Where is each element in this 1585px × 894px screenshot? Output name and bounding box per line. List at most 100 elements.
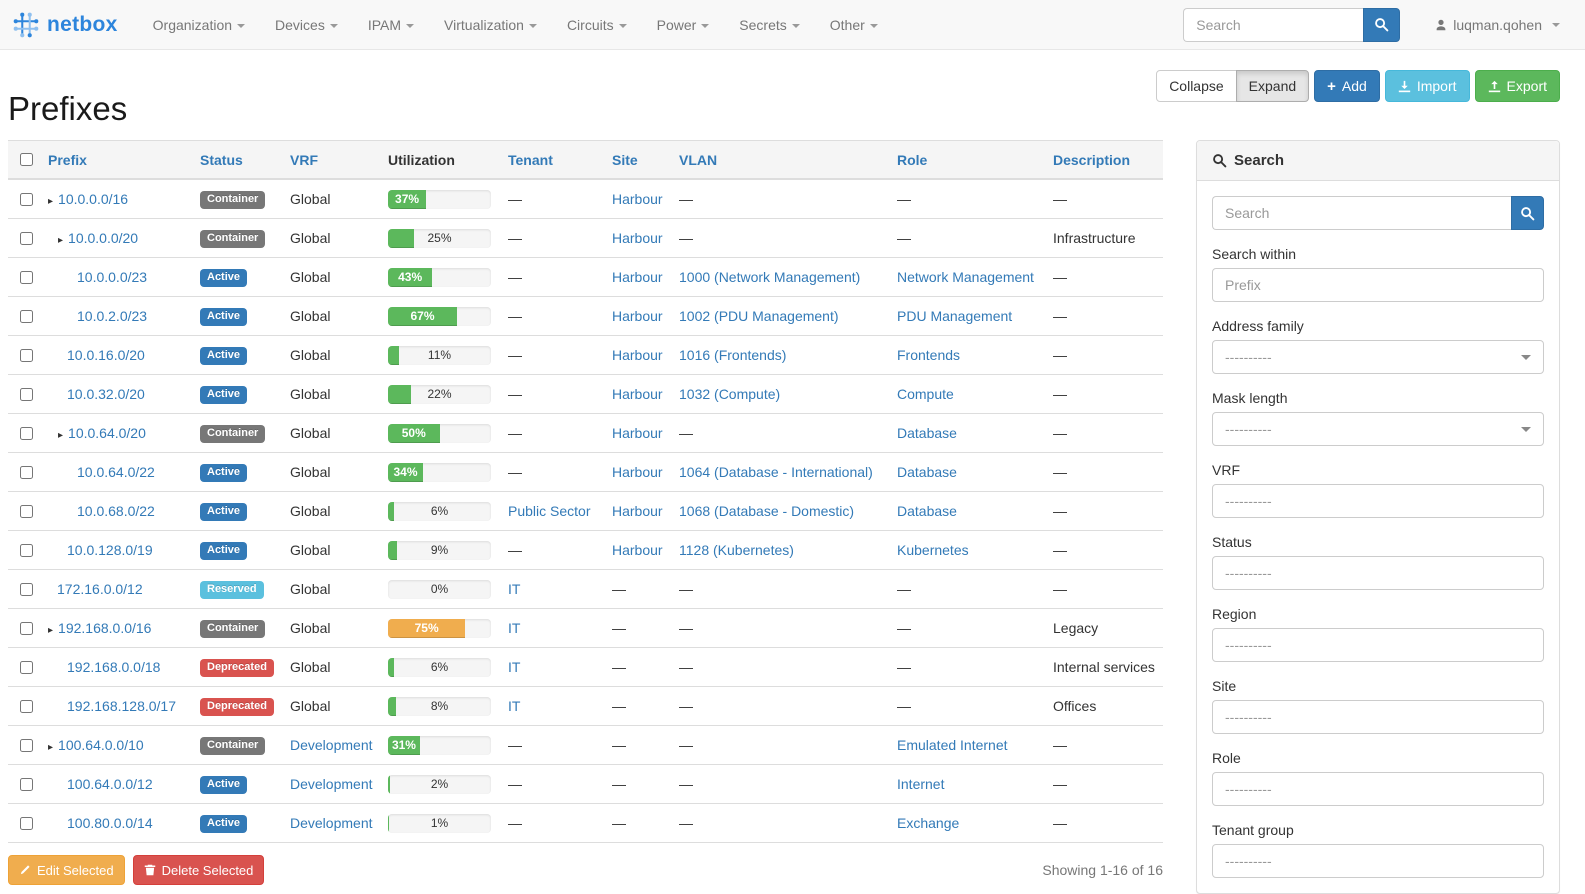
role-link[interactable]: Frontends xyxy=(897,347,961,363)
vlan-link[interactable]: 1064 (Database - International) xyxy=(679,464,873,480)
caret-right-icon[interactable]: ▸ xyxy=(58,430,64,441)
prefix-link[interactable]: 10.0.68.0/22 xyxy=(77,503,155,519)
nav-item-secrets[interactable]: Secrets xyxy=(724,2,814,48)
nav-item-organization[interactable]: Organization xyxy=(138,2,260,48)
prefix-link[interactable]: 10.0.0.0/20 xyxy=(68,230,139,246)
column-header-status[interactable]: Status xyxy=(192,140,282,180)
select-all-checkbox[interactable] xyxy=(20,153,33,166)
prefix-link[interactable]: 192.168.0.0/16 xyxy=(58,620,152,636)
vlan-link[interactable]: 1032 (Compute) xyxy=(679,386,781,402)
caret-right-icon[interactable]: ▸ xyxy=(48,742,54,753)
vlan-link[interactable]: 1002 (PDU Management) xyxy=(679,308,839,324)
caret-right-icon[interactable]: ▸ xyxy=(48,196,54,207)
vlan-link[interactable]: 1000 (Network Management) xyxy=(679,269,861,285)
filter-select-role[interactable]: ---------- xyxy=(1212,772,1544,806)
role-link[interactable]: Emulated Internet xyxy=(897,737,1008,753)
caret-right-icon[interactable]: ▸ xyxy=(48,625,54,636)
row-checkbox[interactable] xyxy=(20,231,33,245)
expand-button[interactable]: Expand xyxy=(1235,70,1310,102)
prefix-link[interactable]: 100.64.0.0/10 xyxy=(58,737,144,753)
prefix-link[interactable]: 10.0.0.0/16 xyxy=(58,191,129,207)
edit-selected-button[interactable]: Edit Selected xyxy=(8,855,125,885)
row-checkbox[interactable] xyxy=(20,426,33,440)
row-checkbox[interactable] xyxy=(20,543,33,557)
prefix-link[interactable]: 100.64.0.0/12 xyxy=(67,776,153,792)
nav-item-virtualization[interactable]: Virtualization xyxy=(429,2,552,48)
filter-select-tenant-group[interactable]: ---------- xyxy=(1212,844,1544,878)
user-menu[interactable]: luqman.qohen xyxy=(1434,17,1560,33)
column-header-tenant[interactable]: Tenant xyxy=(500,140,604,180)
row-checkbox[interactable] xyxy=(20,660,33,674)
site-link[interactable]: Harbour xyxy=(612,542,663,558)
role-link[interactable]: Kubernetes xyxy=(897,542,969,558)
site-link[interactable]: Harbour xyxy=(612,347,663,363)
collapse-button[interactable]: Collapse xyxy=(1156,70,1237,102)
navbar-search-button[interactable] xyxy=(1363,7,1401,42)
prefix-link[interactable]: 10.0.16.0/20 xyxy=(67,347,145,363)
prefix-link[interactable]: 172.16.0.0/12 xyxy=(57,581,143,597)
row-checkbox[interactable] xyxy=(20,777,33,791)
tenant-link[interactable]: IT xyxy=(508,581,521,597)
vlan-link[interactable]: 1128 (Kubernetes) xyxy=(679,542,794,558)
filter-search-input[interactable] xyxy=(1212,196,1511,230)
prefix-link[interactable]: 192.168.128.0/17 xyxy=(67,698,176,714)
prefix-link[interactable]: 10.0.128.0/19 xyxy=(67,542,153,558)
prefix-link[interactable]: 10.0.64.0/20 xyxy=(68,425,146,441)
column-header-role[interactable]: Role xyxy=(889,140,1045,180)
row-checkbox[interactable] xyxy=(20,699,33,713)
site-link[interactable]: Harbour xyxy=(612,308,663,324)
role-link[interactable]: Compute xyxy=(897,386,954,402)
site-link[interactable]: Harbour xyxy=(612,191,663,207)
prefix-link[interactable]: 10.0.0.0/23 xyxy=(77,269,148,285)
prefix-link[interactable]: 192.168.0.0/18 xyxy=(67,659,161,675)
row-checkbox[interactable] xyxy=(20,738,33,752)
row-checkbox[interactable] xyxy=(20,816,33,830)
nav-item-circuits[interactable]: Circuits xyxy=(552,2,642,48)
caret-right-icon[interactable]: ▸ xyxy=(58,235,64,246)
nav-item-other[interactable]: Other xyxy=(815,2,893,48)
row-checkbox[interactable] xyxy=(20,582,33,596)
role-link[interactable]: Exchange xyxy=(897,815,960,831)
row-checkbox[interactable] xyxy=(20,348,33,362)
site-link[interactable]: Harbour xyxy=(612,425,663,441)
row-checkbox[interactable] xyxy=(20,621,33,635)
role-link[interactable]: Database xyxy=(897,425,957,441)
role-link[interactable]: Internet xyxy=(897,776,945,792)
vrf-link[interactable]: Development xyxy=(290,815,373,831)
netbox-brand[interactable]: netbox xyxy=(12,11,118,39)
site-link[interactable]: Harbour xyxy=(612,230,663,246)
row-checkbox[interactable] xyxy=(20,309,33,323)
vlan-link[interactable]: 1016 (Frontends) xyxy=(679,347,787,363)
role-link[interactable]: Database xyxy=(897,503,957,519)
export-button[interactable]: Export xyxy=(1474,70,1560,102)
row-checkbox[interactable] xyxy=(20,192,33,206)
tenant-link[interactable]: IT xyxy=(508,620,521,636)
add-button[interactable]: + Add xyxy=(1314,70,1380,102)
column-header-description[interactable]: Description xyxy=(1045,140,1163,180)
filter-search-button[interactable] xyxy=(1510,196,1544,230)
prefix-link[interactable]: 10.0.64.0/22 xyxy=(77,464,155,480)
prefix-link[interactable]: 10.0.32.0/20 xyxy=(67,386,145,402)
vrf-link[interactable]: Development xyxy=(290,776,373,792)
vrf-link[interactable]: Development xyxy=(290,737,373,753)
nav-item-devices[interactable]: Devices xyxy=(260,2,353,48)
filter-select-vrf[interactable]: ---------- xyxy=(1212,484,1544,518)
tenant-link[interactable]: Public Sector xyxy=(508,503,591,519)
column-header-prefix[interactable]: Prefix xyxy=(40,140,192,180)
row-checkbox[interactable] xyxy=(20,465,33,479)
tenant-link[interactable]: IT xyxy=(508,698,521,714)
filter-select-status[interactable]: ---------- xyxy=(1212,556,1544,590)
vlan-link[interactable]: 1068 (Database - Domestic) xyxy=(679,503,855,519)
filter-select-region[interactable]: ---------- xyxy=(1212,628,1544,662)
nav-item-ipam[interactable]: IPAM xyxy=(353,2,429,48)
column-header-vlan[interactable]: VLAN xyxy=(671,140,889,180)
site-link[interactable]: Harbour xyxy=(612,269,663,285)
filter-input-search-within[interactable] xyxy=(1212,268,1544,302)
filter-select-mask-length[interactable]: ---------- xyxy=(1212,412,1544,446)
filter-select-address-family[interactable]: ---------- xyxy=(1212,340,1544,374)
row-checkbox[interactable] xyxy=(20,504,33,518)
filter-select-site[interactable]: ---------- xyxy=(1212,700,1544,734)
role-link[interactable]: PDU Management xyxy=(897,308,1013,324)
nav-item-power[interactable]: Power xyxy=(642,2,725,48)
role-link[interactable]: Database xyxy=(897,464,957,480)
